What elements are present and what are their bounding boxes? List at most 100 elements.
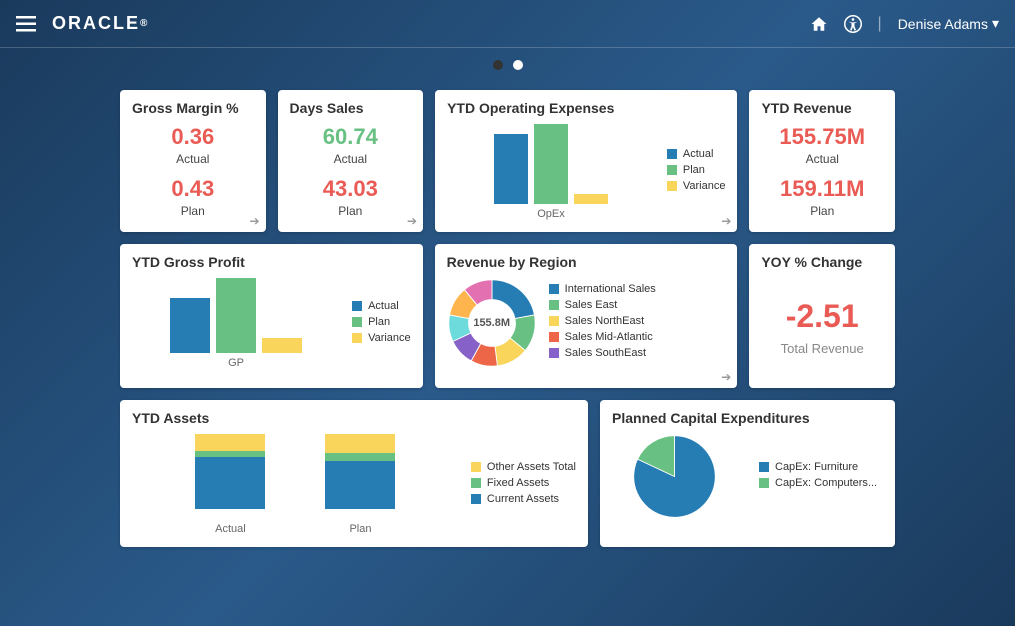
card-revenue-by-region[interactable]: Revenue by Region 155.8M International S…	[435, 244, 738, 388]
bar	[170, 298, 210, 353]
region-donut-chart: 155.8M	[447, 278, 537, 368]
menu-icon[interactable]	[16, 16, 36, 32]
card-ytd-gross-profit[interactable]: YTD Gross Profit GP ActualPlanVariance	[120, 244, 423, 388]
legend-label: Actual	[683, 148, 714, 160]
card-title: YTD Revenue	[761, 100, 883, 116]
metric-label: Actual	[132, 152, 254, 166]
brand-text: ORACLE	[52, 13, 140, 34]
legend-label: Sales SouthEast	[565, 347, 646, 359]
pager-dot-1[interactable]	[493, 60, 503, 70]
legend-swatch	[667, 181, 677, 191]
stacked-bar	[195, 434, 265, 509]
opex-bar-chart	[494, 124, 608, 204]
stacked-segment	[195, 457, 265, 509]
legend-swatch	[471, 494, 481, 504]
opex-legend: ActualPlanVariance	[667, 148, 726, 196]
metric-label: Actual	[761, 152, 883, 166]
card-expand-icon[interactable]: ➔	[721, 370, 731, 384]
legend-item: Current Assets	[471, 493, 576, 505]
metric-value: 0.36	[132, 124, 254, 150]
card-title: Days Sales	[290, 100, 412, 116]
legend-swatch	[667, 165, 677, 175]
legend-item: Sales East	[549, 299, 726, 311]
metric-value: 155.75M	[761, 124, 883, 150]
app-header: ORACLE® | Denise Adams ▾	[0, 0, 1015, 48]
pager-dot-2[interactable]	[513, 60, 523, 70]
capex-pie-chart	[612, 434, 717, 519]
metric-label: Plan	[761, 204, 883, 218]
legend-swatch	[549, 348, 559, 358]
legend-item: CapEx: Computers...	[759, 477, 883, 489]
legend-item: Fixed Assets	[471, 477, 576, 489]
legend-label: CapEx: Furniture	[775, 461, 858, 473]
legend-item: Plan	[352, 316, 411, 328]
metric-value: 0.43	[132, 176, 254, 202]
card-ytd-revenue[interactable]: YTD Revenue 155.75M Actual 159.11M Plan	[749, 90, 895, 232]
bar	[262, 338, 302, 353]
legend-swatch	[549, 316, 559, 326]
home-icon[interactable]	[810, 15, 828, 33]
stacked-segment	[325, 453, 395, 461]
card-capex[interactable]: Planned Capital Expenditures CapEx: Furn…	[600, 400, 895, 547]
region-legend: International Sales Sales East Sales North…	[549, 283, 726, 363]
accessibility-icon[interactable]	[844, 15, 862, 33]
legend-swatch	[352, 301, 362, 311]
metric-value: 60.74	[290, 124, 412, 150]
legend-label: Sales Mid-Atlantic	[565, 331, 653, 343]
bar	[574, 194, 608, 204]
dashboard: Gross Margin % 0.36 Actual 0.43 Plan ➔ D…	[0, 82, 1015, 563]
card-expand-icon[interactable]: ➔	[249, 214, 259, 228]
card-title: YTD Operating Expenses	[447, 100, 725, 116]
legend-swatch	[667, 149, 677, 159]
legend-label: Sales NorthEast	[565, 315, 644, 327]
header-separator: |	[878, 15, 882, 33]
bar	[216, 278, 256, 353]
stacked-label: Plan	[349, 523, 371, 535]
legend-label: Variance	[683, 180, 726, 192]
bar	[494, 134, 528, 204]
axis-label: GP	[228, 357, 244, 369]
brand-logo: ORACLE®	[52, 13, 149, 34]
stacked-segment	[325, 461, 395, 509]
legend-label: International Sales	[565, 283, 656, 295]
assets-legend: Other Assets Total Fixed Assets Current As…	[471, 461, 576, 509]
stacked-label: Actual	[215, 523, 246, 535]
axis-label: OpEx	[537, 208, 565, 220]
legend-swatch	[549, 300, 559, 310]
stacked-segment	[195, 434, 265, 451]
legend-label: Actual	[368, 300, 399, 312]
legend-swatch	[759, 478, 769, 488]
card-gross-margin[interactable]: Gross Margin % 0.36 Actual 0.43 Plan ➔	[120, 90, 266, 232]
legend-label: Fixed Assets	[487, 477, 549, 489]
legend-item: Variance	[667, 180, 726, 192]
donut-center-label: 155.8M	[473, 317, 510, 329]
user-menu[interactable]: Denise Adams ▾	[898, 15, 999, 32]
card-expand-icon[interactable]: ➔	[721, 214, 731, 228]
card-title: Revenue by Region	[447, 254, 726, 270]
yoy-value: -2.51	[761, 298, 883, 335]
card-expand-icon[interactable]: ➔	[407, 214, 417, 228]
stacked-bar	[325, 434, 395, 509]
capex-legend: CapEx: Furniture CapEx: Computers...	[729, 461, 883, 493]
metric-value: 159.11M	[761, 176, 883, 202]
card-days-sales[interactable]: Days Sales 60.74 Actual 43.03 Plan ➔	[278, 90, 424, 232]
stacked-column: Plan	[325, 434, 395, 535]
legend-swatch	[549, 332, 559, 342]
legend-item: International Sales	[549, 283, 726, 295]
legend-swatch	[352, 333, 362, 343]
card-yoy-change[interactable]: YOY % Change -2.51 Total Revenue	[749, 244, 895, 388]
legend-item: Sales Mid-Atlantic	[549, 331, 726, 343]
card-ytd-assets[interactable]: YTD Assets ActualPlan Other Assets Total…	[120, 400, 588, 547]
card-title: YOY % Change	[761, 254, 883, 270]
legend-swatch	[471, 478, 481, 488]
legend-item: CapEx: Furniture	[759, 461, 883, 473]
card-ytd-opex[interactable]: YTD Operating Expenses OpEx ActualPlanVa…	[435, 90, 737, 232]
row-3: YTD Assets ActualPlan Other Assets Total…	[120, 400, 895, 547]
legend-item: Other Assets Total	[471, 461, 576, 473]
metric-value: 43.03	[290, 176, 412, 202]
card-title: Planned Capital Expenditures	[612, 410, 883, 426]
stacked-column: Actual	[195, 434, 265, 535]
row-1: Gross Margin % 0.36 Actual 0.43 Plan ➔ D…	[120, 90, 895, 232]
user-name-text: Denise Adams	[898, 16, 988, 32]
legend-label: Other Assets Total	[487, 461, 576, 473]
